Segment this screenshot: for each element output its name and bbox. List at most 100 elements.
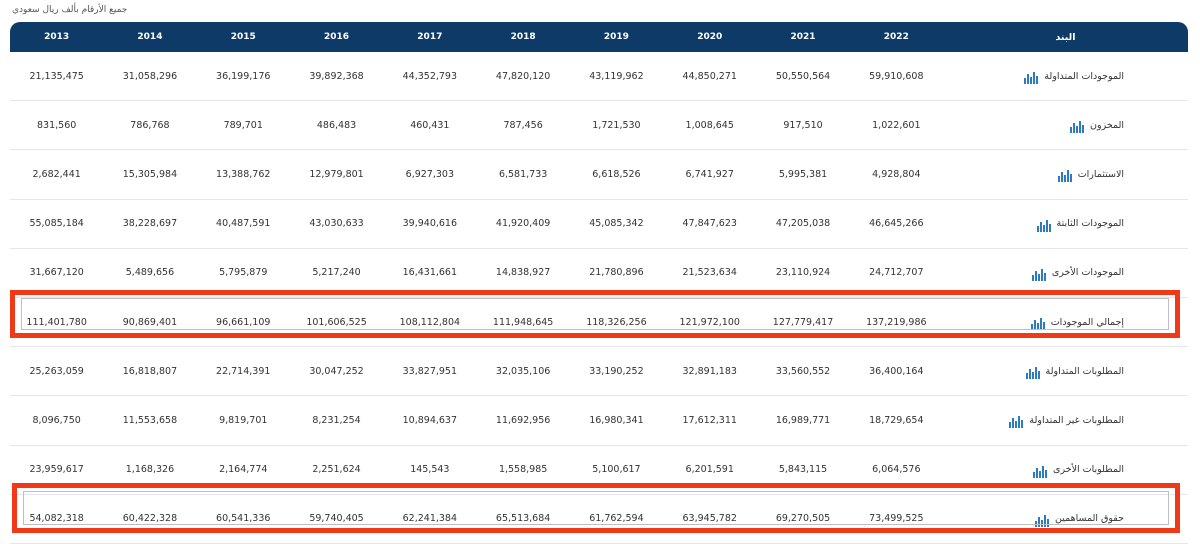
value-cell: 24,712,707 bbox=[869, 267, 924, 279]
row-item[interactable]: الموجودات الثابتة bbox=[943, 216, 1188, 232]
value-cell: 32,891,183 bbox=[682, 365, 737, 377]
bar-chart-icon[interactable] bbox=[1030, 318, 1045, 331]
value-cell: 40,487,591 bbox=[216, 218, 271, 230]
row-item[interactable]: المطلوبات الأخرى bbox=[943, 462, 1188, 478]
header-year: 2019 bbox=[603, 32, 629, 42]
header-year: 2014 bbox=[137, 32, 163, 42]
table-row: 55,085,184 38,228,697 40,487,591 43,030,633… bbox=[10, 200, 1188, 249]
row-item[interactable]: المطلوبات غير المتداولة bbox=[943, 412, 1188, 429]
bar-chart-icon[interactable] bbox=[1025, 367, 1040, 380]
value-cell: 6,618,526 bbox=[592, 168, 641, 180]
row-item[interactable]: المخزون bbox=[943, 117, 1188, 134]
financial-table: 2013 2014 2015 2016 2017 2018 2019 2020 … bbox=[10, 22, 1188, 544]
value-cell: 5,100,617 bbox=[592, 464, 641, 476]
value-cell: 41,920,409 bbox=[495, 218, 551, 230]
value-cell: 1,558,985 bbox=[498, 464, 548, 476]
value-cell: 6,064,576 bbox=[872, 464, 921, 476]
value-cell: 108,112,804 bbox=[399, 316, 461, 328]
row-item[interactable]: الموجودات الأخرى bbox=[943, 265, 1188, 281]
value-cell: 22,714,391 bbox=[216, 365, 271, 377]
header-year: 2015 bbox=[230, 32, 256, 42]
value-cell: 486,483 bbox=[316, 119, 357, 131]
row-item[interactable]: الاستثمارات bbox=[943, 166, 1188, 183]
value-cell: 60,541,336 bbox=[216, 513, 271, 525]
value-cell: 12,979,801 bbox=[309, 168, 364, 180]
value-cell: 63,945,782 bbox=[682, 513, 737, 525]
bar-chart-icon[interactable] bbox=[1036, 219, 1051, 232]
value-cell: 55,085,184 bbox=[29, 218, 84, 230]
bar-chart-icon[interactable] bbox=[1024, 72, 1039, 85]
bar-chart-icon[interactable] bbox=[1057, 170, 1072, 183]
value-cell: 36,400,164 bbox=[869, 365, 924, 377]
value-cell: 2,251,624 bbox=[312, 464, 361, 476]
value-cell: 50,550,564 bbox=[775, 70, 831, 82]
header-year: 2021 bbox=[790, 32, 816, 42]
value-cell: 787,456 bbox=[503, 119, 543, 131]
header-year: 2017 bbox=[417, 32, 443, 42]
value-cell: 44,850,271 bbox=[682, 70, 737, 82]
value-cell: 15,305,984 bbox=[122, 168, 178, 180]
value-cell: 111,948,645 bbox=[492, 316, 554, 328]
value-cell: 32,035,106 bbox=[495, 365, 551, 377]
row-label: المطلوبات الأخرى bbox=[1053, 464, 1124, 476]
value-cell: 43,030,633 bbox=[309, 218, 364, 230]
value-cell: 96,661,109 bbox=[216, 316, 271, 328]
bar-chart-icon[interactable] bbox=[1033, 465, 1048, 478]
row-item[interactable]: الموجودات المتداولة bbox=[943, 68, 1188, 85]
value-cell: 13,388,762 bbox=[216, 168, 271, 180]
table-body: 21,135,475 31,058,296 36,199,176 39,892,368… bbox=[10, 52, 1188, 544]
value-cell: 121,972,100 bbox=[679, 316, 740, 328]
value-cell: 831,560 bbox=[37, 119, 77, 131]
value-cell: 5,217,240 bbox=[312, 267, 361, 279]
row-label: المطلوبات المتداولة bbox=[1045, 365, 1124, 377]
table-row: 25,263,059 16,818,807 22,714,391 30,047,252… bbox=[10, 347, 1188, 397]
value-cell: 59,740,405 bbox=[309, 513, 364, 525]
value-cell: 118,326,256 bbox=[586, 316, 647, 328]
value-cell: 31,058,296 bbox=[122, 70, 178, 82]
table-row: 23,959,617 1,168,326 2,164,774 2,251,624 145… bbox=[10, 446, 1188, 495]
value-cell: 9,819,701 bbox=[219, 414, 268, 426]
value-cell: 786,768 bbox=[130, 119, 170, 131]
value-cell: 16,989,771 bbox=[775, 414, 831, 426]
header-year: 2022 bbox=[883, 32, 909, 42]
value-cell: 16,818,807 bbox=[122, 365, 178, 377]
value-cell: 101,606,525 bbox=[306, 316, 367, 328]
value-cell: 6,927,303 bbox=[405, 168, 455, 180]
value-cell: 1,008,645 bbox=[685, 119, 734, 131]
value-cell: 44,352,793 bbox=[402, 70, 458, 82]
value-cell: 60,422,328 bbox=[122, 513, 178, 525]
header-item: البند bbox=[1055, 31, 1076, 43]
value-cell: 145,543 bbox=[410, 464, 450, 476]
value-cell: 38,228,697 bbox=[122, 218, 178, 230]
row-label: المخزون bbox=[1090, 119, 1124, 131]
value-cell: 73,499,525 bbox=[869, 513, 924, 525]
row-item[interactable]: حقوق المساهمين bbox=[943, 511, 1188, 527]
value-cell: 1,168,326 bbox=[125, 464, 175, 476]
value-cell: 127,779,417 bbox=[772, 316, 834, 328]
row-label: الموجودات الأخرى bbox=[1051, 267, 1124, 279]
bar-chart-icon[interactable] bbox=[1070, 121, 1085, 134]
value-cell: 111,401,780 bbox=[26, 316, 87, 328]
value-cell: 43,119,962 bbox=[589, 70, 644, 82]
value-cell: 45,085,342 bbox=[589, 218, 644, 230]
value-cell: 17,612,311 bbox=[682, 414, 737, 426]
row-label: الموجودات المتداولة bbox=[1044, 70, 1124, 82]
table-row: 111,401,780 90,869,401 96,661,109 101,606,5… bbox=[10, 298, 1188, 348]
value-cell: 917,510 bbox=[783, 119, 823, 131]
value-cell: 789,701 bbox=[223, 119, 263, 131]
bar-chart-icon[interactable] bbox=[1035, 514, 1050, 527]
value-cell: 6,581,733 bbox=[498, 168, 548, 180]
row-label: المطلوبات غير المتداولة bbox=[1029, 414, 1124, 426]
value-cell: 11,692,956 bbox=[495, 414, 551, 426]
row-item[interactable]: المطلوبات المتداولة bbox=[943, 363, 1188, 380]
value-cell: 5,489,656 bbox=[125, 267, 175, 279]
value-cell: 18,729,654 bbox=[869, 414, 924, 426]
value-cell: 90,869,401 bbox=[122, 316, 178, 328]
bar-chart-icon[interactable] bbox=[1031, 268, 1046, 281]
bar-chart-icon[interactable] bbox=[1009, 416, 1024, 429]
table-row: 8,096,750 11,553,658 9,819,701 8,231,254 10,… bbox=[10, 396, 1188, 446]
value-cell: 47,847,623 bbox=[682, 218, 737, 230]
value-cell: 6,201,591 bbox=[685, 464, 734, 476]
row-item[interactable]: إجمالي الموجودات bbox=[943, 314, 1188, 331]
row-label: الموجودات الثابتة bbox=[1056, 218, 1124, 230]
